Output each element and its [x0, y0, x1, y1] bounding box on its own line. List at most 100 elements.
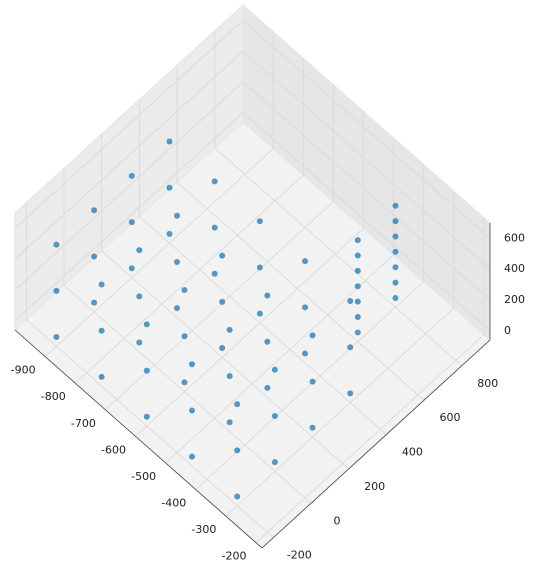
point	[53, 334, 60, 341]
point	[136, 339, 143, 346]
point	[98, 327, 105, 334]
point	[181, 287, 188, 294]
grid-line	[105, 84, 334, 411]
point	[392, 279, 399, 286]
point	[53, 241, 60, 248]
grid-line	[25, 202, 274, 538]
point	[347, 344, 354, 351]
grid-line	[14, 81, 491, 301]
axis-line	[261, 339, 491, 549]
point	[211, 270, 218, 277]
x-tick-label: -700	[71, 417, 96, 430]
x-tick-label: -200	[221, 550, 246, 563]
point	[354, 237, 361, 244]
point	[392, 264, 399, 271]
x-tick-label: -500	[131, 470, 156, 483]
axis-line	[14, 329, 263, 549]
x-tick-label: -300	[191, 523, 216, 536]
point	[211, 178, 218, 185]
point	[166, 230, 173, 237]
point	[173, 258, 180, 265]
point	[271, 412, 278, 419]
point	[128, 172, 135, 179]
point	[302, 350, 309, 357]
point	[256, 218, 263, 225]
y-tick-label: 800	[477, 377, 498, 390]
z-tick-label: 0	[504, 324, 511, 337]
point	[166, 184, 173, 191]
point	[128, 219, 135, 226]
point	[354, 298, 361, 305]
point	[392, 202, 399, 209]
point	[136, 293, 143, 300]
point	[219, 298, 226, 305]
x-tick-label: -800	[41, 390, 66, 403]
point	[226, 373, 233, 380]
point	[181, 379, 188, 386]
point	[392, 218, 399, 225]
point	[143, 413, 150, 420]
point	[91, 299, 98, 306]
grid-line	[195, 164, 425, 490]
point	[271, 366, 278, 373]
y-tick-label: 400	[402, 446, 423, 459]
grid-line	[63, 168, 312, 504]
point	[226, 419, 233, 426]
point	[136, 247, 143, 254]
point	[166, 138, 173, 145]
grid-line	[138, 99, 387, 435]
grid-line	[255, 217, 485, 543]
y-tick-label: 0	[333, 514, 340, 527]
y-tick-label: 200	[364, 480, 385, 493]
point	[354, 267, 361, 274]
point	[354, 314, 361, 321]
point	[264, 338, 271, 345]
point	[354, 329, 361, 336]
point	[91, 207, 98, 214]
grid-line	[14, 112, 491, 332]
point	[53, 287, 60, 294]
x-tick-label: -900	[11, 364, 36, 377]
x-tick-label: -600	[101, 443, 126, 456]
point	[188, 453, 195, 460]
point	[392, 248, 399, 255]
point	[309, 378, 316, 385]
grid-line	[214, 30, 463, 367]
z-tick-label: 600	[504, 231, 525, 244]
point	[226, 326, 233, 333]
point	[309, 424, 316, 431]
point	[354, 252, 361, 259]
point	[271, 459, 278, 466]
x-tick-label: -400	[161, 497, 186, 510]
point	[181, 333, 188, 340]
point	[98, 373, 105, 380]
grid-line	[176, 65, 425, 401]
grid-line	[44, 31, 274, 357]
y-tick-label: 600	[440, 411, 461, 424]
point	[98, 281, 105, 288]
grid-line	[101, 133, 349, 470]
point	[211, 224, 218, 231]
point	[309, 332, 316, 339]
point	[264, 292, 271, 299]
grid-line	[74, 58, 304, 384]
point	[302, 258, 309, 265]
point	[347, 298, 354, 305]
point	[173, 305, 180, 312]
z-tick-label: 200	[504, 293, 525, 306]
point	[234, 493, 241, 500]
point	[234, 447, 241, 454]
point	[219, 252, 226, 259]
point	[188, 361, 195, 368]
point	[143, 321, 150, 328]
point	[219, 345, 226, 352]
point	[256, 264, 263, 271]
grid-line	[14, 50, 491, 270]
point	[354, 283, 361, 290]
grid-line	[165, 137, 395, 464]
point	[188, 407, 195, 414]
point	[347, 390, 354, 397]
grid-line	[225, 191, 455, 517]
grid-line	[14, 19, 491, 239]
